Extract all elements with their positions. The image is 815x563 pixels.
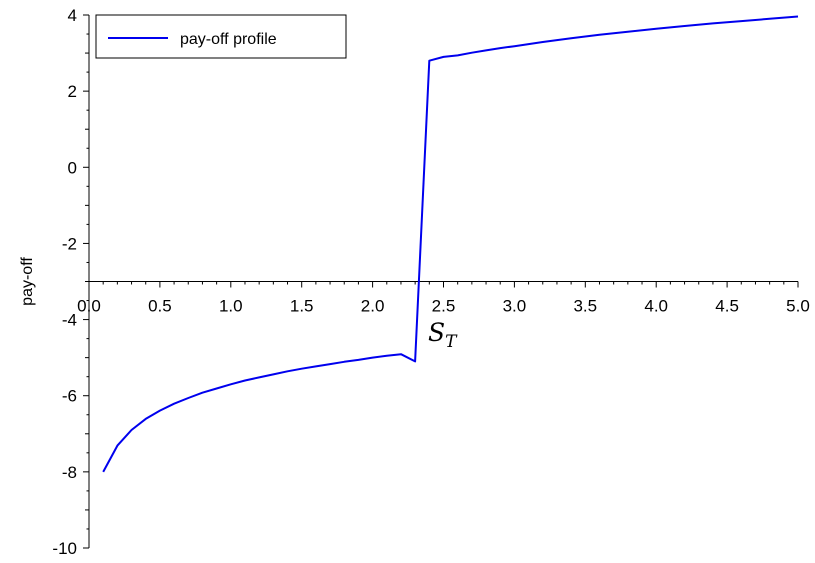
x-tick-label: 0.5	[148, 297, 172, 316]
legend-box	[95, 14, 347, 59]
y-tick-label: 4	[68, 6, 77, 25]
y-tick-label: -8	[62, 463, 77, 482]
x-axis-label-main: S	[428, 318, 445, 347]
x-tick-label: 3.5	[573, 297, 597, 316]
series-layer	[102, 15, 799, 473]
y-axis-label: pay-off	[19, 257, 36, 306]
x-tick-label: 2.0	[361, 297, 385, 316]
x-tick-label: 3.0	[503, 297, 527, 316]
series-line-0	[102, 15, 799, 473]
y-tick-label: -4	[62, 311, 77, 330]
x-tick-label: 1.5	[290, 297, 314, 316]
y-tick-label: 0	[68, 158, 77, 177]
x-axis-label-subscript: T	[445, 332, 458, 352]
legend-label: pay-off profile	[180, 31, 277, 48]
x-tick-label: 4.5	[715, 297, 739, 316]
x-ticks: 0.0 0.5 1.0 1.5 2.0 2.5 3.0 3.5 4.0 4.5 5.0	[77, 281, 810, 316]
legend: pay-off profile	[95, 14, 347, 59]
y-ticks: 4 2 0 -2 -4 -6 -8 -10	[52, 6, 89, 558]
x-tick-label: 1.0	[219, 297, 243, 316]
y-tick-label: -6	[62, 387, 77, 406]
x-tick-label: 5.0	[786, 297, 810, 316]
x-axis-label: ST	[428, 318, 458, 352]
y-tick-label: 2	[68, 82, 77, 101]
y-tick-label: -10	[52, 539, 77, 558]
x-tick-label: 4.0	[644, 297, 668, 316]
x-tick-label: 2.5	[432, 297, 456, 316]
y-tick-label: -2	[62, 234, 77, 253]
